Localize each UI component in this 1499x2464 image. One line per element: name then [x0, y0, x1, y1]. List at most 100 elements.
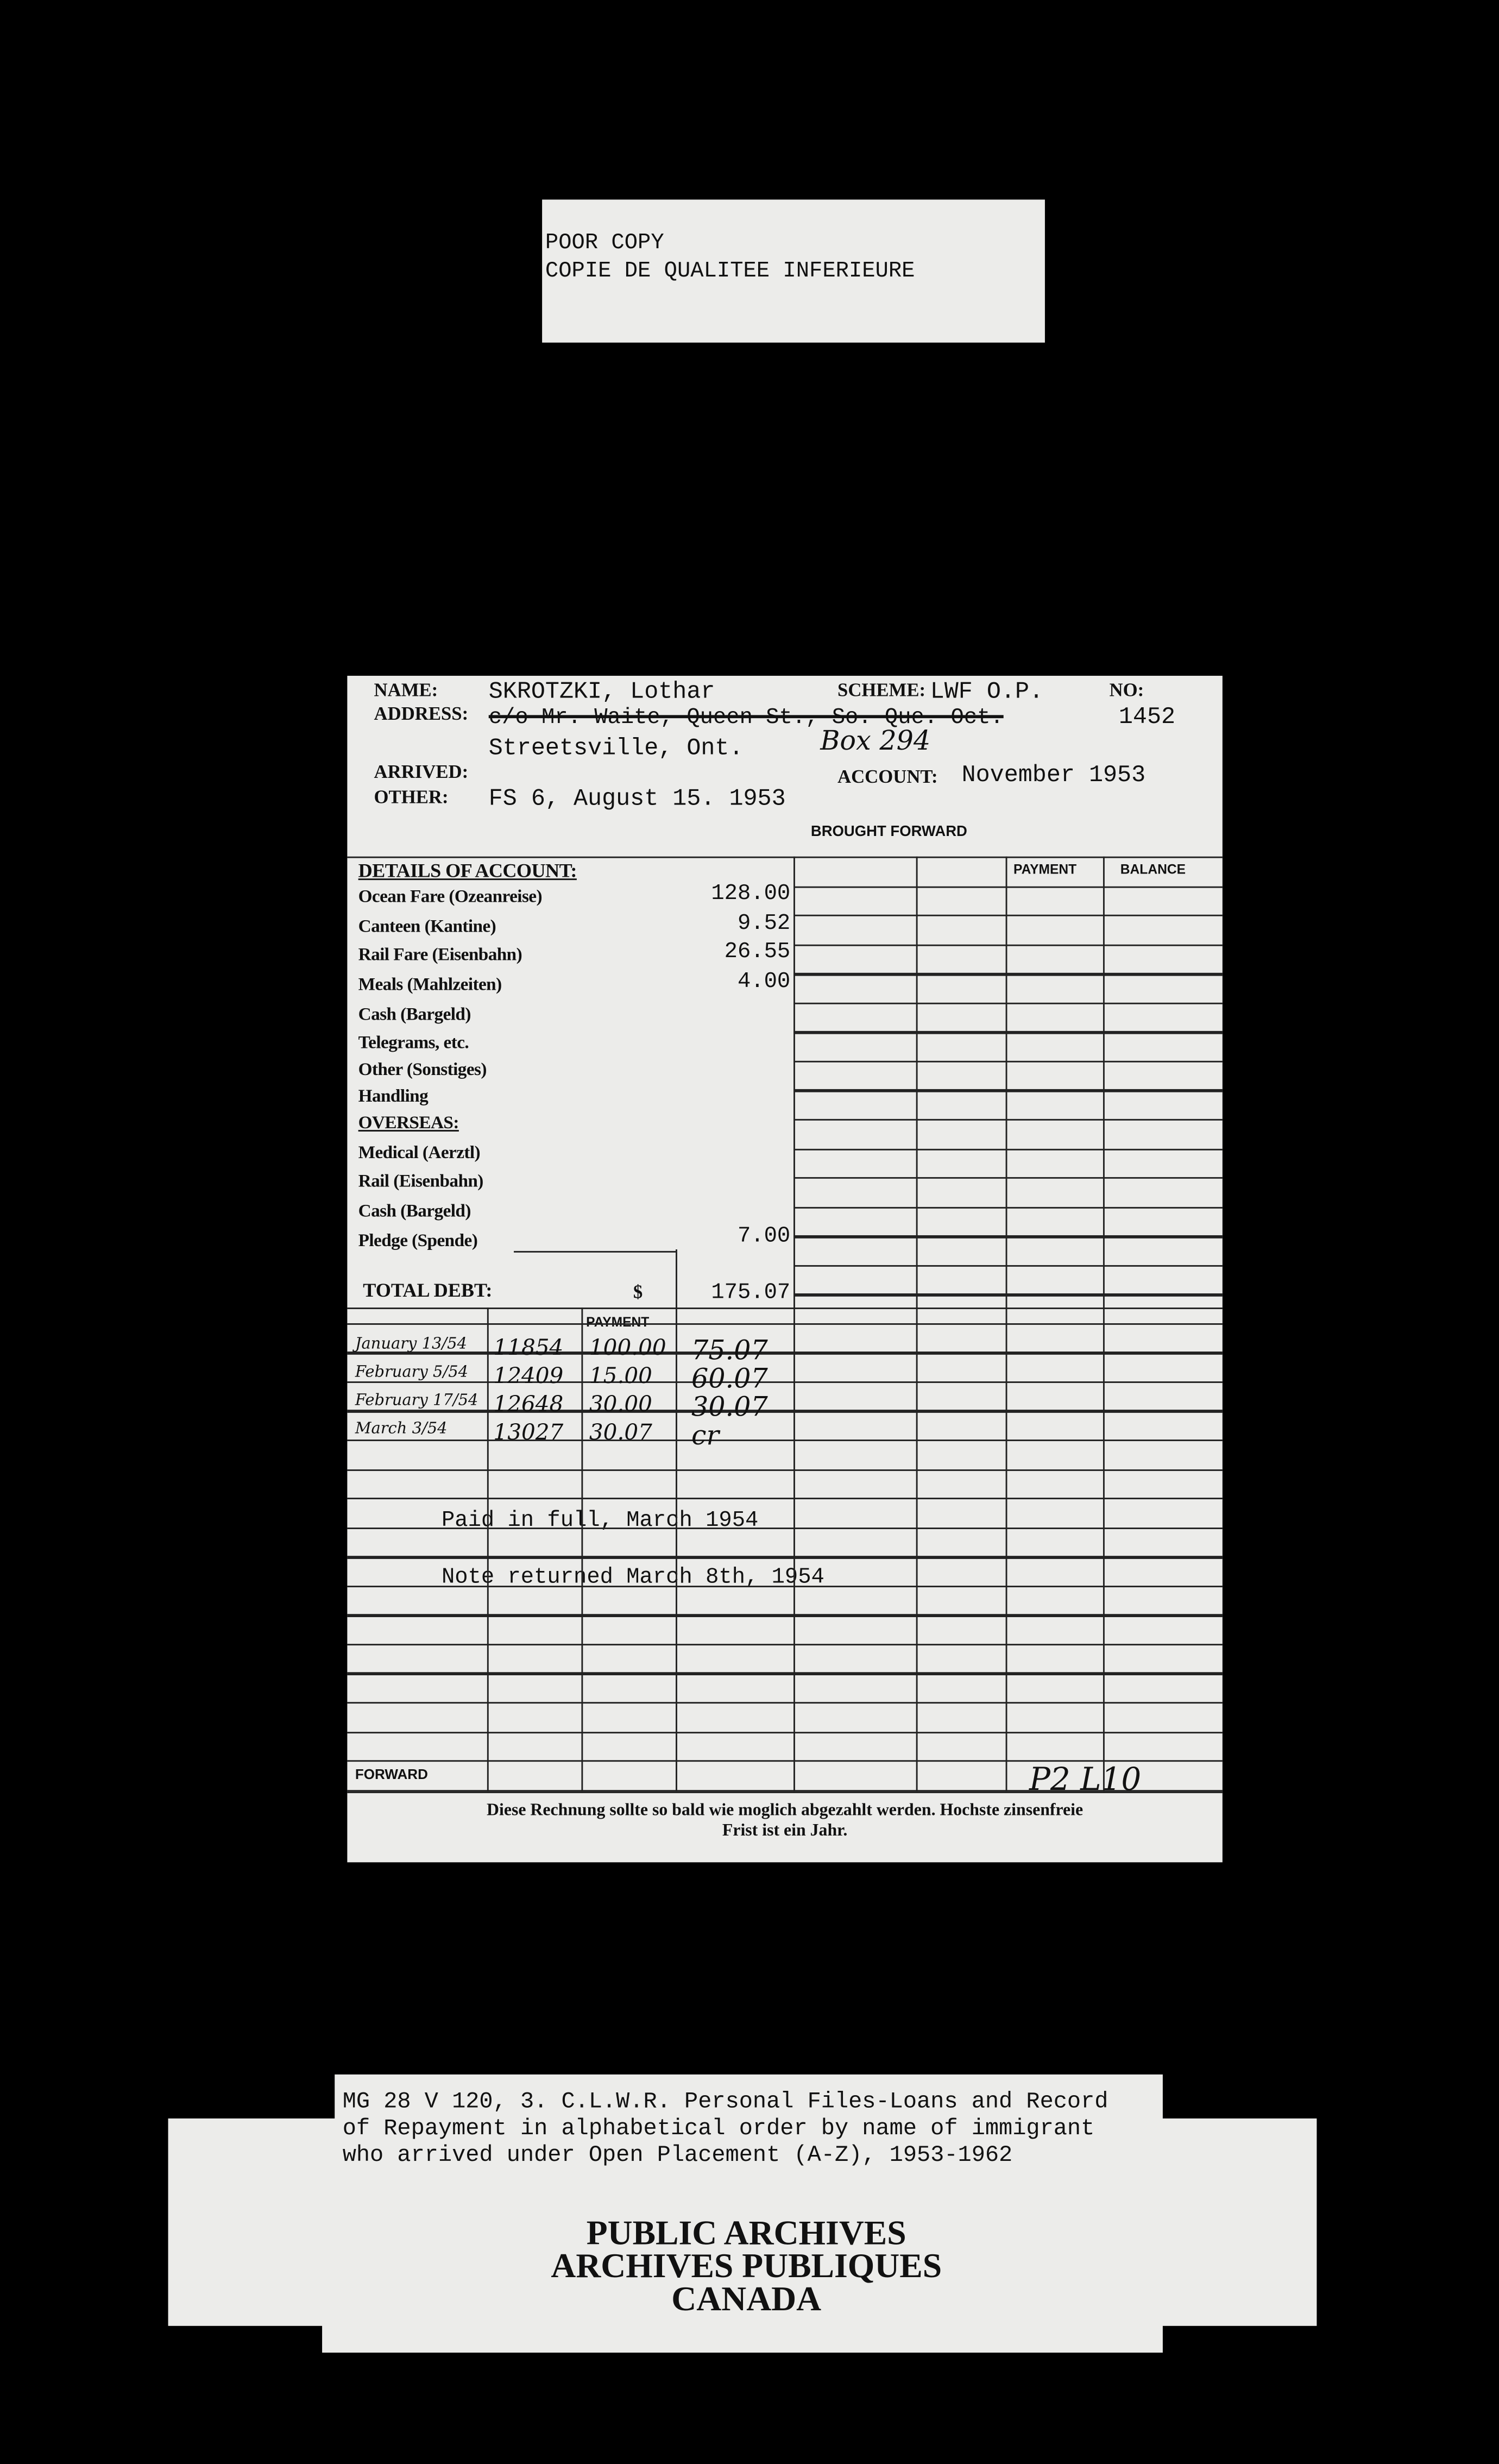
scheme-label: SCHEME: — [837, 678, 926, 701]
ledger-rule — [347, 1498, 1223, 1500]
detail-label: Handling — [358, 1088, 429, 1107]
ledger-payment-header: PAYMENT — [586, 1313, 650, 1330]
ledger-rule — [347, 1702, 1223, 1705]
ledger-rule — [793, 1293, 1223, 1296]
address-label: ADDRESS: — [374, 702, 469, 725]
ledger-rule — [347, 1468, 1223, 1471]
ledger-rule — [347, 1527, 1223, 1530]
archives-backing-lower — [322, 2200, 1163, 2353]
caption-line2: of Repayment in alphabetical order by na… — [342, 2117, 1095, 2142]
forward-label: FORWARD — [355, 1766, 428, 1782]
arrived-label: ARRIVED: — [374, 760, 469, 783]
caption-line3: who arrived under Open Placement (A-Z), … — [342, 2144, 1013, 2169]
payment-payment: 15.00 — [589, 1364, 652, 1390]
payment-receipt: 11854 — [493, 1336, 564, 1361]
name-value: SKROTZKI, Lothar — [488, 678, 715, 706]
detail-amount: 9.52 — [737, 911, 791, 937]
overseas-label: Cash (Bargeld) — [358, 1202, 471, 1221]
ledger-rule — [347, 1556, 1223, 1558]
ledger-rule — [347, 1440, 1223, 1442]
detail-label: Canteen (Kantine) — [358, 917, 496, 937]
overseas-label: Rail (Eisenbahn) — [358, 1172, 484, 1191]
ledger-column-rule — [581, 1308, 584, 1792]
ledger-rule — [347, 1308, 1223, 1310]
ledger-rule — [793, 885, 1223, 888]
ledger-column-rule — [487, 1308, 489, 1792]
stamp-line1: PUBLIC ARCHIVES — [586, 2212, 906, 2252]
ledger-column-rule — [676, 1249, 678, 1792]
ledger-rule — [347, 1323, 1223, 1325]
ledger-rule — [347, 856, 1223, 859]
payment-date: March 3/54 — [355, 1420, 448, 1438]
ledger-rule — [347, 1789, 1223, 1792]
stamp-line2: ARCHIVES PUBLIQUES — [551, 2246, 942, 2285]
ledger-rule — [793, 944, 1223, 946]
ledger-rule — [793, 915, 1223, 917]
detail-amount: 128.00 — [711, 882, 791, 907]
payment-receipt: 13027 — [493, 1420, 564, 1446]
stamp-line3: CANADA — [671, 2278, 822, 2318]
reference-caption: MG 28 V 120, 3. C.L.W.R. Personal Files-… — [335, 2074, 1163, 2201]
ledger-rule — [793, 1118, 1223, 1121]
detail-label: Telegrams, etc. — [358, 1034, 469, 1053]
ledger-column-rule — [916, 856, 918, 1792]
account-value: November 1953 — [961, 762, 1146, 789]
ledger-rule — [347, 1410, 1223, 1413]
other-value: FS 6, August 15. 1953 — [488, 785, 786, 813]
pledge-amount: 7.00 — [737, 1224, 791, 1250]
payment-payment: 100.00 — [589, 1336, 666, 1361]
payment-date: February 17/54 — [355, 1392, 478, 1410]
details-heading: DETAILS OF ACCOUNT: — [358, 859, 577, 882]
brought-forward-label: BROUGHT FORWARD — [810, 823, 967, 841]
poor-copy-line1: POOR COPY — [545, 231, 664, 256]
ledger-rule — [793, 1060, 1223, 1063]
detail-label: Other (Sonstiges) — [358, 1060, 487, 1080]
ledger-rule — [347, 1760, 1223, 1763]
name-label: NAME: — [374, 678, 438, 701]
file-number: 1452 — [1118, 704, 1176, 731]
detail-label: Rail Fare (Eisenbahn) — [358, 946, 522, 965]
ledger-rule — [347, 1614, 1223, 1617]
total-debt-label: TOTAL DEBT: — [363, 1279, 493, 1302]
detail-label: Ocean Fare (Ozeanreise) — [358, 888, 543, 907]
payment-balance: 75.07 — [691, 1336, 768, 1367]
payment-payment: 30.07 — [589, 1420, 652, 1446]
payment-receipt: 12648 — [493, 1392, 564, 1418]
ledger-rule — [793, 973, 1223, 976]
ledger-rule — [793, 1235, 1223, 1238]
ledger-rule — [347, 1643, 1223, 1646]
ledger-rule — [793, 1265, 1223, 1267]
footer-line1: Diese Rechnung sollte so bald wie moglic… — [487, 1801, 1084, 1820]
payment-header: PAYMENT — [1013, 861, 1077, 877]
ledger-rule — [347, 1792, 1223, 1794]
payment-balance: 60.07 — [691, 1364, 768, 1396]
overseas-label: Medical (Aerztl) — [358, 1144, 481, 1163]
account-label: ACCOUNT: — [837, 765, 938, 788]
paid-in-full-note: Paid in full, March 1954 — [441, 1508, 759, 1534]
archives-stamp: PUBLIC ARCHIVES ARCHIVES PUBLIQUES CANAD… — [471, 2212, 1022, 2318]
detail-label: Cash (Bargeld) — [358, 1005, 471, 1025]
caption-line1: MG 28 V 120, 3. C.L.W.R. Personal Files-… — [342, 2090, 1108, 2116]
no-label: NO: — [1109, 678, 1144, 701]
address-handwritten: Box 294 — [820, 726, 931, 758]
pledge-rule — [514, 1250, 676, 1253]
address-line2: Streetsville, Ont. — [488, 735, 744, 763]
balance-header: BALANCE — [1120, 861, 1186, 877]
ledger-column-rule — [1103, 856, 1105, 1792]
other-label: OTHER: — [374, 785, 449, 808]
ledger-rule — [347, 1381, 1223, 1384]
address-struck: c/o Mr. Waite, Queen St., So. Que. Oct. — [488, 706, 1004, 731]
poor-copy-line2: COPIE DE QUALITEE INFERIEURE — [545, 259, 915, 285]
footer-line2: Frist ist ein Jahr. — [722, 1821, 848, 1840]
scheme-value: LWF O.P. — [930, 678, 1044, 706]
ledger-column-rule — [793, 856, 796, 1792]
detail-label: Meals (Mahlzeiten) — [358, 976, 502, 995]
ledger-rule — [793, 1206, 1223, 1209]
payment-date: January 13/54 — [355, 1336, 467, 1353]
ledger-rule — [347, 1673, 1223, 1675]
total-debt-value: 175.07 — [711, 1280, 791, 1306]
ledger-rule — [793, 1177, 1223, 1180]
payment-balance: 30.07 — [691, 1392, 768, 1424]
ledger-rule — [793, 1002, 1223, 1005]
